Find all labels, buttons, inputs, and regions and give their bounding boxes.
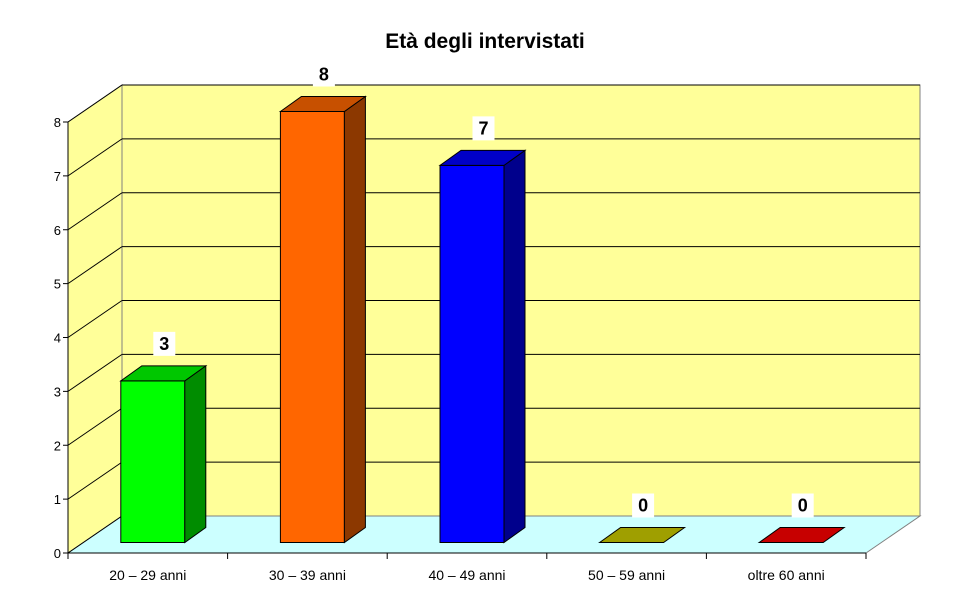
- data-label: 7: [478, 118, 488, 138]
- y-tick-label: 1: [54, 492, 61, 507]
- gridline-side: [67, 300, 123, 338]
- bar-top: [438, 149, 527, 166]
- bar-top: [278, 96, 367, 112]
- x-tick-label: 40 – 49 anni: [428, 567, 505, 583]
- bar-front: [120, 380, 186, 543]
- bars: [119, 95, 846, 544]
- gridline-side: [67, 407, 123, 446]
- data-label-bg: [632, 493, 655, 518]
- data-label: 3: [159, 334, 169, 354]
- x-tick-label: oltre 60 anni: [748, 567, 825, 583]
- data-label-bg: [153, 331, 176, 356]
- y-tick-label: 3: [54, 384, 61, 399]
- data-label: 8: [319, 65, 329, 85]
- gridline-side: [67, 84, 123, 123]
- x-tick-label: 20 – 29 anni: [109, 567, 186, 583]
- y-tick-label: 4: [54, 331, 61, 346]
- data-label: 0: [798, 496, 808, 516]
- y-tick-label: 6: [54, 223, 61, 238]
- data-label-bg: [791, 493, 814, 518]
- bar-front: [279, 111, 345, 543]
- bar-front: [439, 164, 505, 543]
- bar-side: [503, 149, 526, 544]
- y-tick-label: 8: [54, 115, 61, 130]
- gridline-side: [67, 138, 123, 177]
- gridline-side: [67, 192, 123, 231]
- gridline-side: [67, 246, 123, 285]
- bar-top: [119, 365, 208, 382]
- data-label-bg: [472, 116, 495, 141]
- bar-top: [598, 527, 687, 543]
- y-tick-label: 5: [54, 277, 61, 292]
- bar-side: [343, 95, 366, 544]
- y-tick-label: 0: [54, 546, 61, 561]
- gridline-side: [67, 461, 123, 500]
- data-labels: 3 8 7 0 0: [153, 62, 814, 518]
- chart-title: Età degli intervistati: [385, 30, 585, 53]
- bar-top: [757, 527, 846, 543]
- gridline-side: [67, 515, 123, 554]
- gridline-side: [67, 353, 123, 392]
- data-label: 0: [638, 496, 648, 516]
- axes: 0 1 2 3 4 5 6 7 8 20 – 29 anni 30 – 39 anni 40 – 49…: [54, 115, 867, 583]
- y-tick-label: 2: [54, 438, 61, 453]
- x-tick-label: 50 – 59 anni: [588, 567, 665, 583]
- y-tick-label: 7: [54, 169, 61, 184]
- bar-side: [184, 364, 207, 544]
- data-label-bg: [312, 62, 335, 87]
- x-tick-label: 30 – 39 anni: [269, 567, 346, 583]
